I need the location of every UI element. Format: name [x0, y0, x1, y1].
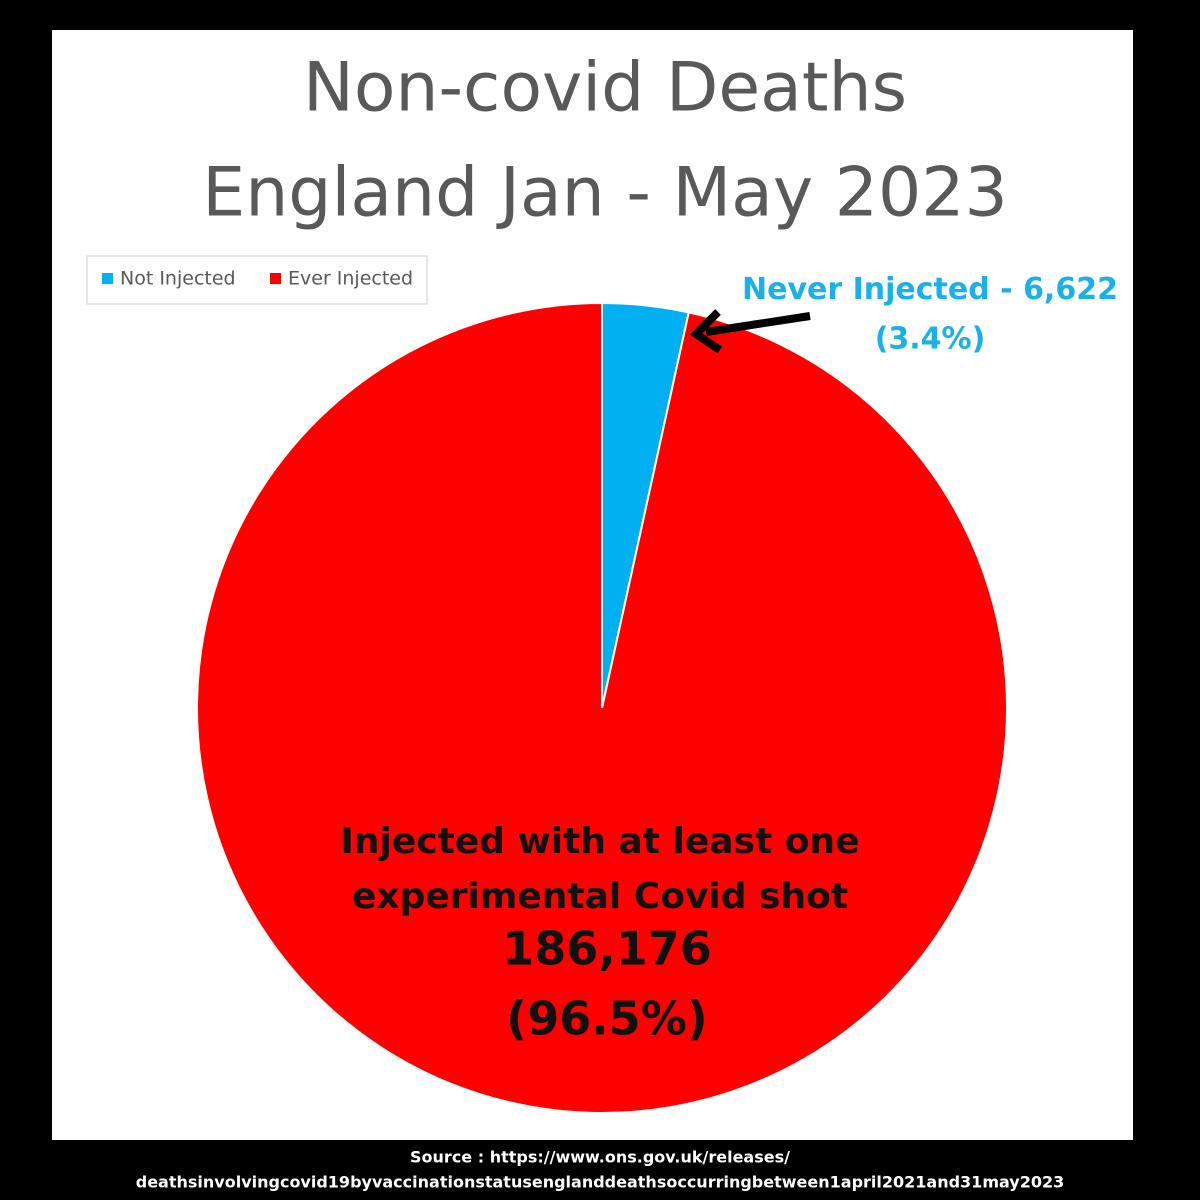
chart-title: England Jan - May 2023	[202, 154, 1008, 233]
annotation-text: Never Injected -	[742, 272, 1023, 307]
annotation: experimental Covid shot	[352, 876, 848, 917]
legend-swatch	[102, 273, 113, 284]
source: deathsinvolvingcovid19byvaccinationstatu…	[136, 1173, 1065, 1192]
annotation: Never Injected - 6,622	[742, 272, 1118, 307]
chart-title: Non-covid Deaths	[303, 49, 907, 128]
legend-label: Ever Injected	[288, 268, 413, 290]
arrow	[705, 312, 811, 336]
percent-label: (96.5%)	[506, 992, 708, 1046]
legend-label: Not Injected	[120, 268, 236, 290]
pie	[196, 301, 1008, 1114]
value-label: 6,622	[1023, 272, 1118, 307]
source: Source : https://www.ons.gov.uk/releases…	[410, 1148, 790, 1167]
arrow-head	[689, 309, 723, 354]
legend-swatch	[270, 273, 281, 284]
value-label: 186,176	[502, 922, 712, 976]
annotation: Injected with at least one	[340, 821, 859, 862]
pie-slice	[196, 301, 1008, 1114]
legend	[86, 255, 428, 305]
percent-label: (3.4%)	[875, 322, 986, 357]
